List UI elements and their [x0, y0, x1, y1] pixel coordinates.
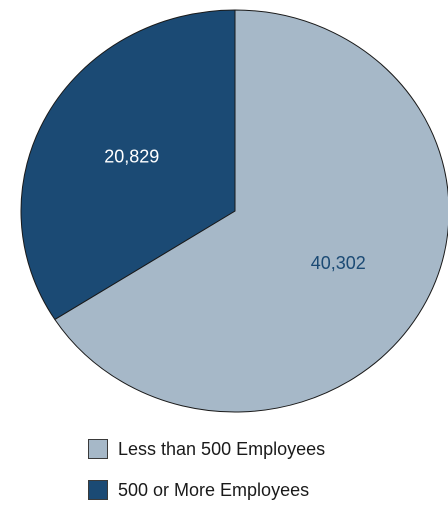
legend-item-500-or-more: 500 or More Employees [88, 479, 325, 501]
slice-value-label-500-or-more: 20,829 [104, 147, 159, 167]
slice-value-label-less-than-500: 40,302 [311, 253, 366, 273]
pie-slice-500-or-more [20, 9, 236, 320]
legend-swatch-500-or-more [88, 480, 108, 500]
legend-label-500-or-more: 500 or More Employees [118, 479, 310, 500]
pie-chart: 40,302 20,829 [20, 9, 448, 413]
legend-swatch-less-than-500 [88, 439, 108, 459]
legend-item-less-than-500: Less than 500 Employees [88, 438, 325, 460]
legend: Less than 500 Employees 500 or More Empl… [88, 438, 325, 520]
legend-label-less-than-500: Less than 500 Employees [118, 438, 326, 459]
pie-slice-less-than-500 [54, 9, 448, 413]
